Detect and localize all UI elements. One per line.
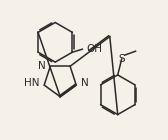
Text: OH: OH xyxy=(86,44,102,54)
Text: S: S xyxy=(118,54,125,64)
Text: N: N xyxy=(38,61,45,71)
Text: N: N xyxy=(81,78,89,88)
Text: HN: HN xyxy=(24,78,39,88)
